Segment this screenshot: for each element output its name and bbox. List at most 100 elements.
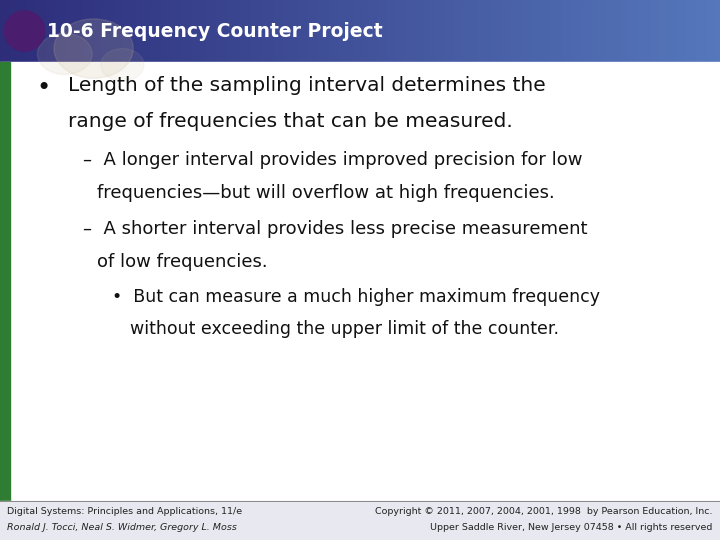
- Bar: [135, 0, 138, 62]
- Bar: [103, 0, 107, 62]
- Bar: [437, 0, 440, 62]
- Bar: [600, 0, 603, 62]
- Bar: [302, 0, 305, 62]
- Text: •  But can measure a much higher maximum frequency: • But can measure a much higher maximum …: [112, 288, 600, 306]
- Bar: [696, 0, 699, 62]
- Bar: [146, 0, 150, 62]
- Bar: [223, 0, 226, 62]
- Bar: [670, 0, 672, 62]
- Bar: [384, 0, 387, 62]
- Bar: [612, 0, 615, 62]
- Bar: [487, 0, 490, 62]
- Bar: [288, 0, 291, 62]
- Bar: [466, 0, 469, 62]
- Bar: [178, 0, 181, 62]
- Text: 10-6 Frequency Counter Project: 10-6 Frequency Counter Project: [47, 22, 382, 40]
- Bar: [461, 0, 464, 62]
- Bar: [605, 0, 608, 62]
- Bar: [660, 0, 663, 62]
- Bar: [77, 0, 80, 62]
- Bar: [549, 0, 553, 62]
- Bar: [348, 0, 351, 62]
- Bar: [0, 62, 10, 501]
- Bar: [511, 0, 514, 62]
- Bar: [559, 0, 562, 62]
- Bar: [257, 0, 260, 62]
- Bar: [538, 0, 541, 62]
- Bar: [122, 0, 125, 62]
- Bar: [274, 0, 276, 62]
- Bar: [333, 0, 337, 62]
- Bar: [137, 0, 140, 62]
- Bar: [691, 0, 694, 62]
- Bar: [389, 0, 392, 62]
- Bar: [583, 0, 586, 62]
- Bar: [646, 0, 649, 62]
- Bar: [79, 0, 82, 62]
- Text: Length of the sampling interval determines the: Length of the sampling interval determin…: [68, 76, 546, 94]
- Bar: [127, 0, 130, 62]
- Bar: [240, 0, 243, 62]
- Text: –  A longer interval provides improved precision for low: – A longer interval provides improved pr…: [83, 151, 582, 169]
- Bar: [526, 0, 528, 62]
- Bar: [708, 0, 711, 62]
- Bar: [567, 0, 570, 62]
- Bar: [185, 0, 188, 62]
- Bar: [207, 0, 210, 62]
- Bar: [276, 0, 279, 62]
- Bar: [295, 0, 298, 62]
- Bar: [641, 0, 644, 62]
- Bar: [197, 0, 200, 62]
- Bar: [225, 0, 229, 62]
- Bar: [19, 0, 22, 62]
- Bar: [286, 0, 289, 62]
- Bar: [598, 0, 600, 62]
- Bar: [106, 0, 109, 62]
- Bar: [211, 0, 215, 62]
- Bar: [261, 0, 265, 62]
- Bar: [94, 0, 96, 62]
- Bar: [423, 0, 426, 62]
- Bar: [2, 0, 6, 62]
- Bar: [355, 0, 359, 62]
- Bar: [506, 0, 510, 62]
- Bar: [36, 0, 39, 62]
- Bar: [269, 0, 272, 62]
- Bar: [718, 0, 720, 62]
- Bar: [108, 0, 111, 62]
- Bar: [329, 0, 332, 62]
- Bar: [657, 0, 661, 62]
- Bar: [204, 0, 207, 62]
- Bar: [459, 0, 462, 62]
- Bar: [110, 0, 114, 62]
- Bar: [369, 0, 373, 62]
- Bar: [679, 0, 683, 62]
- Bar: [161, 0, 164, 62]
- Bar: [434, 0, 438, 62]
- Bar: [706, 0, 708, 62]
- Bar: [58, 0, 60, 62]
- Bar: [585, 0, 589, 62]
- Bar: [0, 0, 3, 62]
- Bar: [91, 0, 94, 62]
- Bar: [396, 0, 399, 62]
- Bar: [259, 0, 262, 62]
- Bar: [317, 0, 320, 62]
- Bar: [650, 0, 654, 62]
- Bar: [446, 0, 449, 62]
- Bar: [562, 0, 564, 62]
- Bar: [502, 0, 505, 62]
- Bar: [398, 0, 402, 62]
- Bar: [99, 0, 102, 62]
- Bar: [12, 0, 15, 62]
- Bar: [117, 0, 121, 62]
- Bar: [221, 0, 224, 62]
- Bar: [405, 0, 409, 62]
- Bar: [250, 0, 253, 62]
- Bar: [621, 0, 625, 62]
- Bar: [279, 0, 282, 62]
- Bar: [667, 0, 670, 62]
- Text: frequencies—but will overflow at high frequencies.: frequencies—but will overflow at high fr…: [97, 184, 555, 202]
- Bar: [67, 0, 71, 62]
- Ellipse shape: [4, 11, 45, 51]
